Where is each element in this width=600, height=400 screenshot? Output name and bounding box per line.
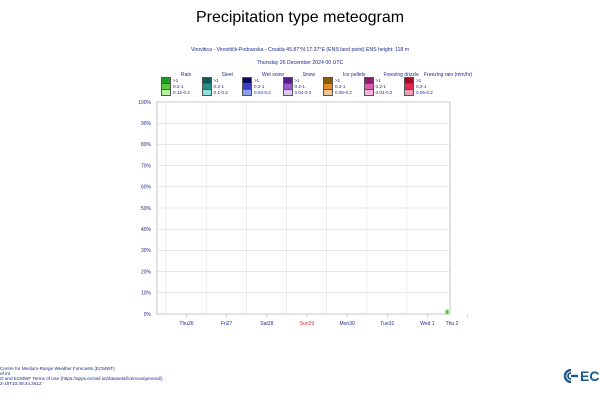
legend: Rain >1 0.2-1 0.12-0.2 Sleet >1 0.2-1 0.1-0.2 We… bbox=[158, 72, 472, 100]
legend-entry: 0.03-0.2 bbox=[363, 89, 393, 97]
legend-group-freezing-rain: Freezing rain (mm/hr) >1 0.2-1 0.05-0.2 bbox=[401, 72, 472, 100]
legend-group-ice-pellets: Ice pellets >1 0.2-1 0.05-0.2 bbox=[320, 72, 366, 100]
footer-line-1: Centre for Medium-Range Weather Forecast… bbox=[0, 366, 115, 371]
y-tick-label: 100% bbox=[138, 100, 151, 106]
x-tick-label: Sat28 bbox=[260, 321, 273, 327]
x-tick-label: Fri27 bbox=[221, 321, 233, 327]
legend-swatch bbox=[161, 89, 171, 97]
data-bar-rain bbox=[445, 309, 449, 314]
legend-group-title: Ice pellets bbox=[343, 72, 366, 78]
footer-line-4: 2-19T10:49:44.361Z bbox=[0, 381, 42, 386]
legend-label: 0.12-0.2 bbox=[173, 90, 190, 96]
legend-swatch bbox=[404, 89, 414, 97]
y-tick-label: 90% bbox=[141, 121, 152, 127]
legend-swatch bbox=[282, 89, 293, 97]
date-subtitle: Thursday 26 December 2024 00 UTC bbox=[256, 60, 344, 66]
legend-label: 0.03-0.2 bbox=[375, 90, 393, 96]
legend-group-title: Wet snow bbox=[262, 72, 284, 78]
legend-group-wet-snow: Wet snow >1 0.2-1 0.04-0.2 bbox=[239, 72, 284, 100]
legend-label: 0.04-0.2 bbox=[254, 90, 271, 96]
legend-group-freezing-drizzle: Freezing drizzle >1 0.2-1 0.03-0.2 bbox=[361, 72, 419, 100]
footer-line-2: ef.int bbox=[0, 371, 10, 376]
legend-label: >1 bbox=[173, 77, 179, 83]
legend-group-rain: Rain >1 0.2-1 0.12-0.2 bbox=[158, 72, 198, 100]
legend-label: 0.2-1 bbox=[416, 83, 427, 89]
legend-swatch bbox=[242, 89, 252, 97]
y-tick-label: 60% bbox=[141, 185, 152, 191]
y-tick-label: 50% bbox=[141, 206, 152, 212]
ecmwf-logo-icon bbox=[563, 369, 578, 383]
y-tick-label: 40% bbox=[141, 227, 152, 233]
legend-label: 0.05-0.2 bbox=[416, 90, 433, 96]
legend-label: 0.2-1 bbox=[213, 83, 224, 89]
chart-title: Precipitation type meteogram bbox=[195, 9, 405, 26]
x-tick-label: Wed 1 bbox=[420, 321, 435, 327]
legend-label: 0.2-1 bbox=[335, 83, 346, 89]
legend-label: 0.2-1 bbox=[254, 83, 265, 89]
legend-label: 0.2-1 bbox=[375, 83, 386, 89]
ecmwf-logo: EC bbox=[563, 368, 599, 384]
legend-swatch bbox=[363, 89, 374, 97]
legend-label: >1 bbox=[335, 77, 341, 83]
legend-label: >1 bbox=[294, 77, 300, 83]
x-tick-label: Sun29 bbox=[300, 321, 315, 327]
legend-label: 0.2-1 bbox=[294, 83, 305, 89]
y-tick-label: 20% bbox=[141, 269, 152, 275]
y-tick-label: 10% bbox=[141, 291, 152, 297]
legend-entry: 0.04-0.2 bbox=[282, 89, 312, 97]
legend-group-title: Sleet bbox=[221, 72, 233, 78]
legend-entry: 0.1-0.2 bbox=[201, 89, 228, 97]
legend-label: >1 bbox=[213, 77, 219, 83]
legend-label: 0.04-0.2 bbox=[294, 90, 312, 96]
y-tick-label: 80% bbox=[141, 142, 152, 148]
location-subtitle: Virovitica - Virovitičk-Podravska - Croa… bbox=[190, 47, 410, 53]
legend-entry: 0.05-0.2 bbox=[404, 89, 433, 97]
y-tick-label: 70% bbox=[141, 163, 152, 169]
legend-swatch bbox=[323, 89, 333, 97]
legend-entry: 0.05-0.2 bbox=[323, 89, 352, 97]
legend-label: >1 bbox=[254, 77, 260, 83]
footer-line-3: O and ECMWF Terms of Use (https://apps.e… bbox=[0, 376, 163, 381]
legend-entry: 0.12-0.2 bbox=[161, 89, 190, 97]
legend-label: >1 bbox=[416, 77, 422, 83]
x-tick-label: Thu 2 bbox=[446, 321, 459, 327]
y-tick-label: 0% bbox=[144, 312, 152, 318]
legend-label: 0.1-0.2 bbox=[213, 90, 228, 96]
y-tick-label: 30% bbox=[141, 248, 152, 254]
ecmwf-logo-text: EC bbox=[580, 368, 600, 384]
legend-group-title: Freezing rain (mm/hr) bbox=[424, 72, 473, 78]
x-tick-label: Tue31 bbox=[380, 321, 394, 327]
x-tick-label: Thu26 bbox=[179, 321, 193, 327]
legend-group-sleet: Sleet >1 0.2-1 0.1-0.2 bbox=[199, 72, 239, 100]
legend-group-snow: Snow >1 0.2-1 0.04-0.2 bbox=[280, 72, 320, 100]
legend-entry: 0.04-0.2 bbox=[242, 89, 271, 97]
legend-label: 0.2-1 bbox=[173, 83, 184, 89]
legend-swatch bbox=[201, 89, 212, 97]
legend-label: 0.05-0.2 bbox=[335, 90, 352, 96]
legend-group-title: Rain bbox=[181, 72, 192, 78]
legend-group-title: Snow bbox=[302, 72, 316, 78]
legend-group-title: Freezing drizzle bbox=[383, 72, 419, 78]
x-tick-label: Mon30 bbox=[339, 321, 355, 327]
legend-label: >1 bbox=[375, 77, 381, 83]
